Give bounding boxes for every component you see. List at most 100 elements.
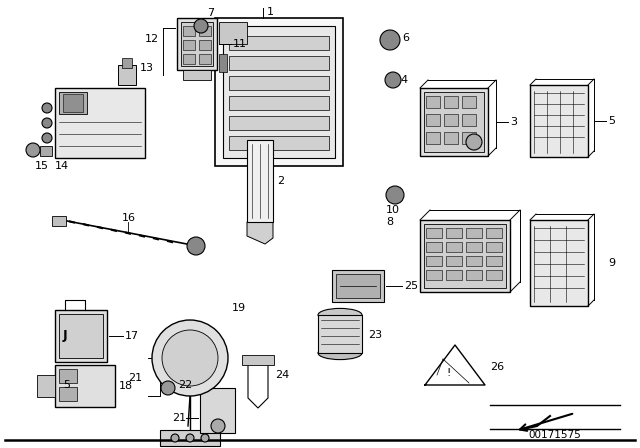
Bar xyxy=(200,388,235,433)
Text: 26: 26 xyxy=(490,362,504,372)
Circle shape xyxy=(42,118,52,128)
Bar xyxy=(466,228,482,238)
Bar xyxy=(229,136,329,150)
Bar xyxy=(122,58,132,68)
Bar xyxy=(40,146,52,156)
Bar xyxy=(59,92,87,114)
Text: !: ! xyxy=(447,368,451,378)
Circle shape xyxy=(466,134,482,150)
Bar xyxy=(242,355,274,365)
Bar xyxy=(223,26,335,158)
Circle shape xyxy=(201,434,209,442)
Bar xyxy=(486,242,502,252)
Text: J: J xyxy=(63,329,68,343)
Bar xyxy=(199,40,211,50)
Bar xyxy=(177,18,217,70)
Bar xyxy=(424,92,484,152)
Text: 00171575: 00171575 xyxy=(529,430,581,440)
Bar xyxy=(160,430,220,446)
Text: 7: 7 xyxy=(207,8,214,18)
Bar xyxy=(215,18,343,166)
Bar xyxy=(446,256,462,266)
Text: 12: 12 xyxy=(145,34,159,44)
Bar xyxy=(247,140,273,222)
Text: 19: 19 xyxy=(232,303,246,313)
Bar xyxy=(229,116,329,130)
Circle shape xyxy=(152,320,228,396)
Text: 21: 21 xyxy=(128,373,142,383)
Bar xyxy=(199,54,211,64)
Bar xyxy=(486,270,502,280)
Bar xyxy=(420,88,488,156)
Bar xyxy=(462,132,476,144)
Bar xyxy=(229,76,329,90)
Bar xyxy=(446,228,462,238)
Circle shape xyxy=(386,186,404,204)
Text: 2: 2 xyxy=(277,176,284,186)
Bar xyxy=(181,22,213,66)
Circle shape xyxy=(162,330,218,386)
Text: 6: 6 xyxy=(402,33,409,43)
Text: 21: 21 xyxy=(172,413,186,423)
Bar xyxy=(466,270,482,280)
Bar xyxy=(426,114,440,126)
Text: 25: 25 xyxy=(404,281,418,291)
Text: 17: 17 xyxy=(125,331,139,341)
Bar xyxy=(199,26,211,36)
Bar xyxy=(55,310,107,362)
Bar xyxy=(183,70,211,80)
Bar xyxy=(444,132,458,144)
Bar xyxy=(444,96,458,108)
Circle shape xyxy=(380,30,400,50)
Bar xyxy=(55,365,115,407)
Circle shape xyxy=(385,72,401,88)
Circle shape xyxy=(187,237,205,255)
Text: 13: 13 xyxy=(140,63,154,73)
Bar xyxy=(426,96,440,108)
Bar xyxy=(426,228,442,238)
Bar xyxy=(462,96,476,108)
Bar xyxy=(229,56,329,70)
Bar xyxy=(318,315,362,353)
Bar xyxy=(229,36,329,50)
Bar xyxy=(426,270,442,280)
Bar xyxy=(444,114,458,126)
Bar xyxy=(219,22,247,44)
Bar xyxy=(486,228,502,238)
Text: 15: 15 xyxy=(35,161,49,171)
Text: 5: 5 xyxy=(63,380,70,390)
Circle shape xyxy=(42,133,52,143)
Text: 4: 4 xyxy=(400,75,407,85)
Bar xyxy=(466,256,482,266)
Bar xyxy=(59,387,77,401)
Text: 18: 18 xyxy=(119,381,133,391)
Bar xyxy=(59,369,77,383)
Circle shape xyxy=(211,419,225,433)
Bar xyxy=(52,216,66,226)
Bar xyxy=(229,96,329,110)
Text: 24: 24 xyxy=(275,370,289,380)
Bar xyxy=(446,242,462,252)
Bar xyxy=(466,242,482,252)
Ellipse shape xyxy=(318,346,362,360)
Circle shape xyxy=(171,434,179,442)
Bar xyxy=(183,40,195,50)
Bar xyxy=(486,256,502,266)
Bar xyxy=(219,54,227,72)
Bar xyxy=(462,114,476,126)
Bar xyxy=(118,65,136,85)
Text: 9: 9 xyxy=(608,258,615,268)
Bar xyxy=(37,375,55,397)
Bar xyxy=(426,242,442,252)
Text: 23: 23 xyxy=(368,330,382,340)
Bar xyxy=(183,54,195,64)
Text: 10: 10 xyxy=(386,205,400,215)
Circle shape xyxy=(186,434,194,442)
Ellipse shape xyxy=(318,308,362,322)
Bar xyxy=(420,220,510,292)
Text: 16: 16 xyxy=(122,213,136,223)
Bar xyxy=(63,94,83,112)
Bar xyxy=(446,270,462,280)
Circle shape xyxy=(194,19,208,33)
Text: 8: 8 xyxy=(386,217,393,227)
